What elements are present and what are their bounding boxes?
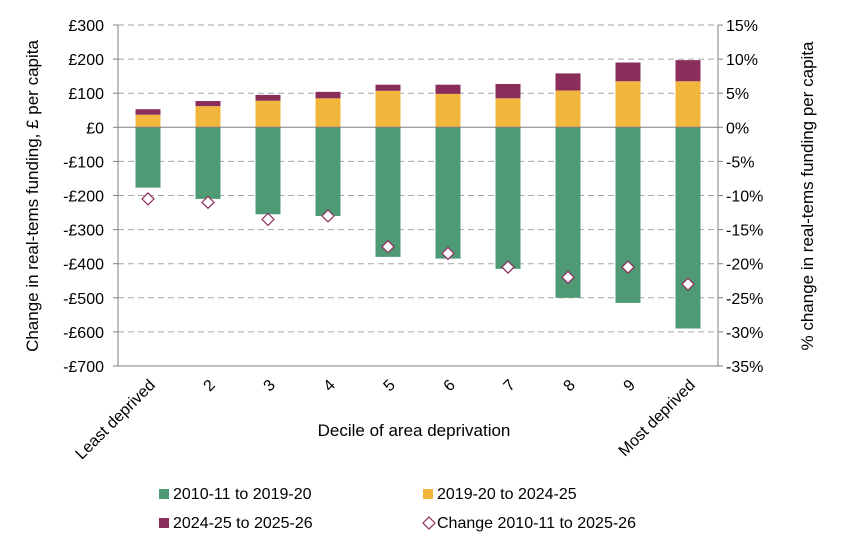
bar-2019-20-to-2024-25 [135,114,161,128]
x-axis-title: Decile of area deprivation [318,421,511,440]
bar-2019-20-to-2024-25 [615,81,641,128]
legend-item-2019-20-to-2024-25: 2019-20 to 2024-25 [423,486,577,503]
markers [141,192,695,292]
legend-item-2024-25-to-2025-26: 2024-25 to 2025-26 [159,515,313,532]
marker-diamond [321,209,335,223]
marker-diamond [681,277,695,292]
marker-diamond [561,270,575,285]
legend-label: 2024-25 to 2025-26 [173,515,313,532]
y2-tick-label: -10% [726,189,763,206]
y-tick-label: -£300 [63,223,104,240]
bar-2024-25-to-2025-26 [555,73,581,91]
bar-2019-20-to-2024-25 [315,98,341,128]
bar-2024-25-to-2025-26 [675,60,701,82]
bar-2010-11-to-2019-20 [195,127,221,199]
bar-2010-11-to-2019-20 [555,127,581,298]
bar-2024-25-to-2025-26 [495,83,521,99]
legend-swatch-purple [159,518,169,528]
x-tick-label: Least deprived [73,377,159,463]
y2-tick-label: -5% [726,154,754,171]
y-tick-label: -£100 [63,154,104,171]
x-tick-label: 8 [561,377,579,395]
y2-tick-label: -35% [726,359,763,376]
bar-2010-11-to-2019-20 [675,127,701,329]
marker-diamond [501,260,515,274]
bar-2010-11-to-2019-20 [435,127,461,259]
bar-2010-11-to-2019-20 [375,127,401,257]
x-tick-label: 3 [261,377,279,395]
bar-2019-20-to-2024-25 [495,98,521,128]
legend-item-change-2010-11-to-2025-26: Change 2010-11 to 2025-26 [422,515,636,532]
y2-axis-title: % change in real-tems funding per capita [798,41,817,351]
legend: 2010-11 to 2019-20 2019-20 to 2024-25 20… [159,486,636,532]
legend-label: 2010-11 to 2019-20 [173,486,312,503]
y-tick-label: -£700 [63,359,104,376]
bars [135,60,701,329]
y-tick-label: -£400 [63,257,104,274]
marker-diamond [141,192,155,206]
bar-2024-25-to-2025-26 [135,109,161,115]
y-tick-label: -£200 [63,189,104,206]
y2-tick-label: -20% [726,257,763,274]
x-tick-label: 6 [441,377,459,395]
legend-label: 2019-20 to 2024-25 [437,486,577,503]
y2-tick-label: -30% [726,325,763,342]
bar-2019-20-to-2024-25 [195,106,221,128]
y-tick-label: £100 [68,86,104,103]
bar-2019-20-to-2024-25 [675,81,701,128]
y-tick-label: £0 [86,120,104,137]
marker-diamond [261,212,275,227]
y-tick-label: £200 [68,52,104,69]
y2-tick-label: 0% [726,120,749,137]
bar-2024-25-to-2025-26 [255,94,281,101]
bar-2010-11-to-2019-20 [135,127,161,188]
y-tick-label: -£600 [63,325,104,342]
legend-swatch-yellow [423,489,433,499]
x-tick-label: 7 [501,377,519,395]
y-axis-ticks: £300 £200 £100 £0 -£100 -£200 -£300 -£400 -£500 -… [63,18,118,376]
x-tick-label: 2 [201,377,219,395]
y-tick-label: £300 [68,18,104,35]
marker-diamond [441,246,455,261]
bar-2024-25-to-2025-26 [315,91,341,99]
x-tick-label: 5 [381,377,399,395]
bar-2010-11-to-2019-20 [255,127,281,215]
bar-2019-20-to-2024-25 [435,93,461,128]
bar-2024-25-to-2025-26 [435,84,461,94]
y2-axis-ticks: 15% 10% 5% 0% -5% -10% -15% -20% -25% -30% -35% [718,18,763,376]
y2-tick-label: 15% [726,18,758,35]
bar-2024-25-to-2025-26 [195,101,221,107]
legend-diamond-icon [422,516,436,530]
y-tick-label: -£500 [63,291,104,308]
y-axis-title: Change in real-tems funding, £ per capit… [23,40,42,352]
y2-tick-label: 10% [726,52,758,69]
x-tick-label: 9 [621,377,639,395]
bar-2010-11-to-2019-20 [315,127,341,216]
y2-tick-label: 5% [726,86,749,103]
marker-diamond [381,239,395,254]
bar-2019-20-to-2024-25 [375,90,401,128]
legend-item-2010-11-to-2019-20: 2010-11 to 2019-20 [159,486,312,503]
x-tick-label: 4 [321,377,339,395]
bar-2010-11-to-2019-20 [495,127,521,269]
legend-swatch-green [159,489,169,499]
legend-label: Change 2010-11 to 2025-26 [437,515,636,532]
bar-2024-25-to-2025-26 [615,62,641,82]
bar-2019-20-to-2024-25 [555,90,581,128]
bar-2019-20-to-2024-25 [255,100,281,128]
y2-tick-label: -15% [726,223,763,240]
bar-2024-25-to-2025-26 [375,84,401,91]
y2-tick-label: -25% [726,291,763,308]
marker-diamond [621,260,635,274]
bar-2010-11-to-2019-20 [615,127,641,303]
marker-diamond [201,195,215,210]
